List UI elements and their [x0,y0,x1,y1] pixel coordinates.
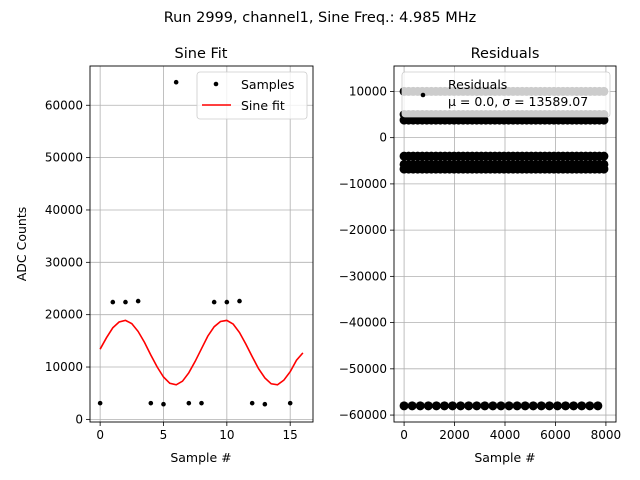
x-tick-label: 15 [283,428,298,442]
y-tick-label: 0 [75,412,83,426]
y-tick-label: −40000 [339,316,387,330]
axes-frame [89,65,314,423]
legend-label-residuals: Residuals [448,77,507,92]
residual-point [448,401,458,411]
residual-point [599,151,609,161]
sample-point [249,400,255,406]
sample-point [148,400,154,406]
residual-point [407,401,417,411]
x-tick-label: 0 [96,428,104,442]
y-tick-label: 20000 [45,308,83,322]
residual-point [577,401,587,411]
plot-area [399,86,609,411]
residual-point [504,401,514,411]
legend: Residuals μ = 0.0, σ = 13589.07 [401,71,611,118]
right-axes-title: Residuals [471,46,540,62]
residual-point [480,401,490,411]
x-tick-label: 0 [400,428,408,442]
residual-point [488,401,498,411]
residual-point [439,401,449,411]
left-y-axis-label: ADC Counts [14,207,29,282]
residual-point [599,164,609,174]
legend-label-samples: Samples [241,77,294,92]
sample-point [211,299,217,305]
residual-point [431,401,441,411]
left-x-axis-label: Sample # [170,450,231,465]
legend-marker-samples [213,81,219,87]
residual-point [561,401,571,411]
residual-point [528,401,538,411]
residual-point [464,401,474,411]
residual-point [585,401,595,411]
y-tick-label: 40000 [45,203,83,217]
legend-box [196,71,308,120]
residual-point [496,401,506,411]
sample-point [199,400,204,406]
sample-point [161,401,166,407]
legend-marker-residuals [420,92,426,98]
x-tick-label: 6000 [540,428,571,442]
sample-point [262,401,268,407]
y-tick-label: −50000 [339,362,387,376]
sample-point [287,400,293,406]
residual-point [544,401,554,411]
y-tick-label: −30000 [339,269,387,283]
residual-point [512,401,522,411]
right-axes: Residuals Sample # 0 2000 4000 6000 8000 −600… [339,46,621,465]
residual-point [599,115,609,125]
y-tick-label: −10000 [339,177,387,191]
left-axes: Sine Fit Sample # ADC Counts 0 5 10 15 0 1000… [14,46,314,465]
legend-label-sine-fit: Sine fit [241,98,285,113]
x-tick-label: 4000 [490,428,521,442]
residual-point [593,401,603,411]
plot-area [97,79,304,407]
residual-point [569,401,579,411]
y-tick-label: 60000 [45,98,83,112]
sample-point [224,299,230,305]
legend-label-stats: μ = 0.0, σ = 13589.07 [448,94,588,109]
sample-point [97,400,103,406]
y-tick-label: 50000 [45,151,83,165]
x-tick-label: 10 [219,428,234,442]
residual-point [456,401,466,411]
y-tick-label: 30000 [45,255,83,269]
sample-point [186,400,192,406]
residual-point [552,401,562,411]
y-tick-label: −60000 [339,408,387,422]
x-tick-label: 8000 [591,428,622,442]
residual-point [472,401,482,411]
residual-point [536,401,546,411]
y-tick-label: 0 [379,131,387,145]
residual-point [520,401,530,411]
sample-point [173,79,179,85]
residual-point [423,401,433,411]
legend-box [401,71,611,118]
y-tick-label: 10000 [349,84,387,98]
sine-fit-line [99,319,304,386]
y-tick-label: 10000 [45,360,83,374]
sample-point [123,299,128,305]
x-tick-label: 5 [160,428,168,442]
sample-point [110,299,116,305]
y-tick-label: −20000 [339,223,387,237]
sample-point [135,298,141,304]
sample-point [237,298,242,304]
figure-title: Run 2999, channel1, Sine Freq.: 4.985 MH… [164,10,477,26]
left-axes-title: Sine Fit [175,46,228,62]
right-x-axis-label: Sample # [474,450,535,465]
x-tick-label: 2000 [439,428,470,442]
residual-point [415,401,425,411]
residual-point [399,401,409,411]
legend: Samples Sine fit [196,71,308,120]
